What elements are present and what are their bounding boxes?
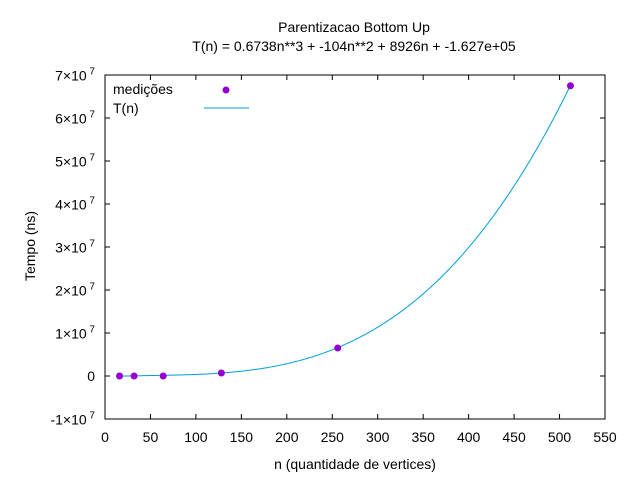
measurement-points (116, 82, 574, 380)
y-tick-base: 4×10 (55, 196, 87, 213)
y-tick-base: 2×10 (55, 282, 87, 299)
y-tick-base: -1×10 (50, 411, 87, 428)
axis-ticks (105, 75, 605, 419)
y-tick-label: 2×10 7 (5, 282, 95, 299)
y-tick-exponent: 7 (86, 109, 95, 121)
y-tick-label: 3×10 7 (5, 239, 95, 256)
y-tick-label: 7×10 7 (5, 67, 95, 84)
x-tick-label: 150 (229, 429, 254, 445)
data-point (116, 372, 124, 380)
chart-title: Parentizacao Bottom Up (278, 19, 430, 35)
x-tick-label: 50 (142, 429, 159, 445)
data-point (217, 369, 225, 377)
y-tick-exponent: 7 (86, 281, 95, 293)
plot-frame (104, 74, 606, 420)
y-tick-base: 7×10 (55, 67, 87, 84)
x-tick-label: 550 (593, 429, 617, 445)
x-axis-label: n (quantidade de vertices) (274, 456, 436, 472)
y-tick-exponent: 7 (86, 410, 95, 422)
y-tick-label: 6×10 7 (5, 110, 95, 127)
x-tick-label: 400 (456, 429, 481, 445)
x-tick-label: 350 (411, 429, 435, 445)
y-axis-label: Tempo (ns) (22, 210, 38, 282)
y-tick-base: 6×10 (55, 110, 87, 127)
y-tick-exponent: 7 (86, 324, 95, 336)
y-tick-exponent: 7 (86, 195, 95, 207)
legend-label-measurements: medições (113, 81, 173, 97)
y-tick-label: 0 (5, 368, 95, 384)
fit-curve-line (119, 85, 571, 377)
y-tick-label: 4×10 7 (5, 196, 95, 213)
y-tick-exponent: 7 (86, 66, 95, 78)
y-tick-label: 1×10 7 (5, 325, 95, 342)
y-tick-base: 5×10 (55, 153, 87, 170)
x-tick-label: 500 (547, 429, 572, 445)
data-point (130, 372, 138, 380)
y-tick-base: 1×10 (55, 325, 87, 342)
x-tick-label: 450 (502, 429, 526, 445)
x-tick-label: 200 (275, 429, 299, 445)
y-tick-label: -1×10 7 (5, 411, 95, 428)
y-tick-base: 0 (87, 368, 95, 384)
legend-label-fit: T(n) (113, 100, 139, 116)
data-point (566, 82, 574, 90)
y-tick-label: 5×10 7 (5, 153, 95, 170)
chart-subtitle: T(n) = 0.6738n**3 + -104n**2 + 8926n + -… (192, 38, 516, 54)
y-tick-base: 3×10 (55, 239, 87, 256)
x-tick-label: 0 (101, 429, 109, 445)
data-point (159, 372, 167, 380)
legend-point-sample (222, 86, 230, 94)
x-tick-label: 250 (320, 429, 344, 445)
y-tick-exponent: 7 (86, 152, 95, 164)
data-point (334, 344, 342, 352)
x-tick-label: 100 (184, 429, 208, 445)
x-tick-label: 300 (366, 429, 390, 445)
y-tick-exponent: 7 (86, 238, 95, 250)
